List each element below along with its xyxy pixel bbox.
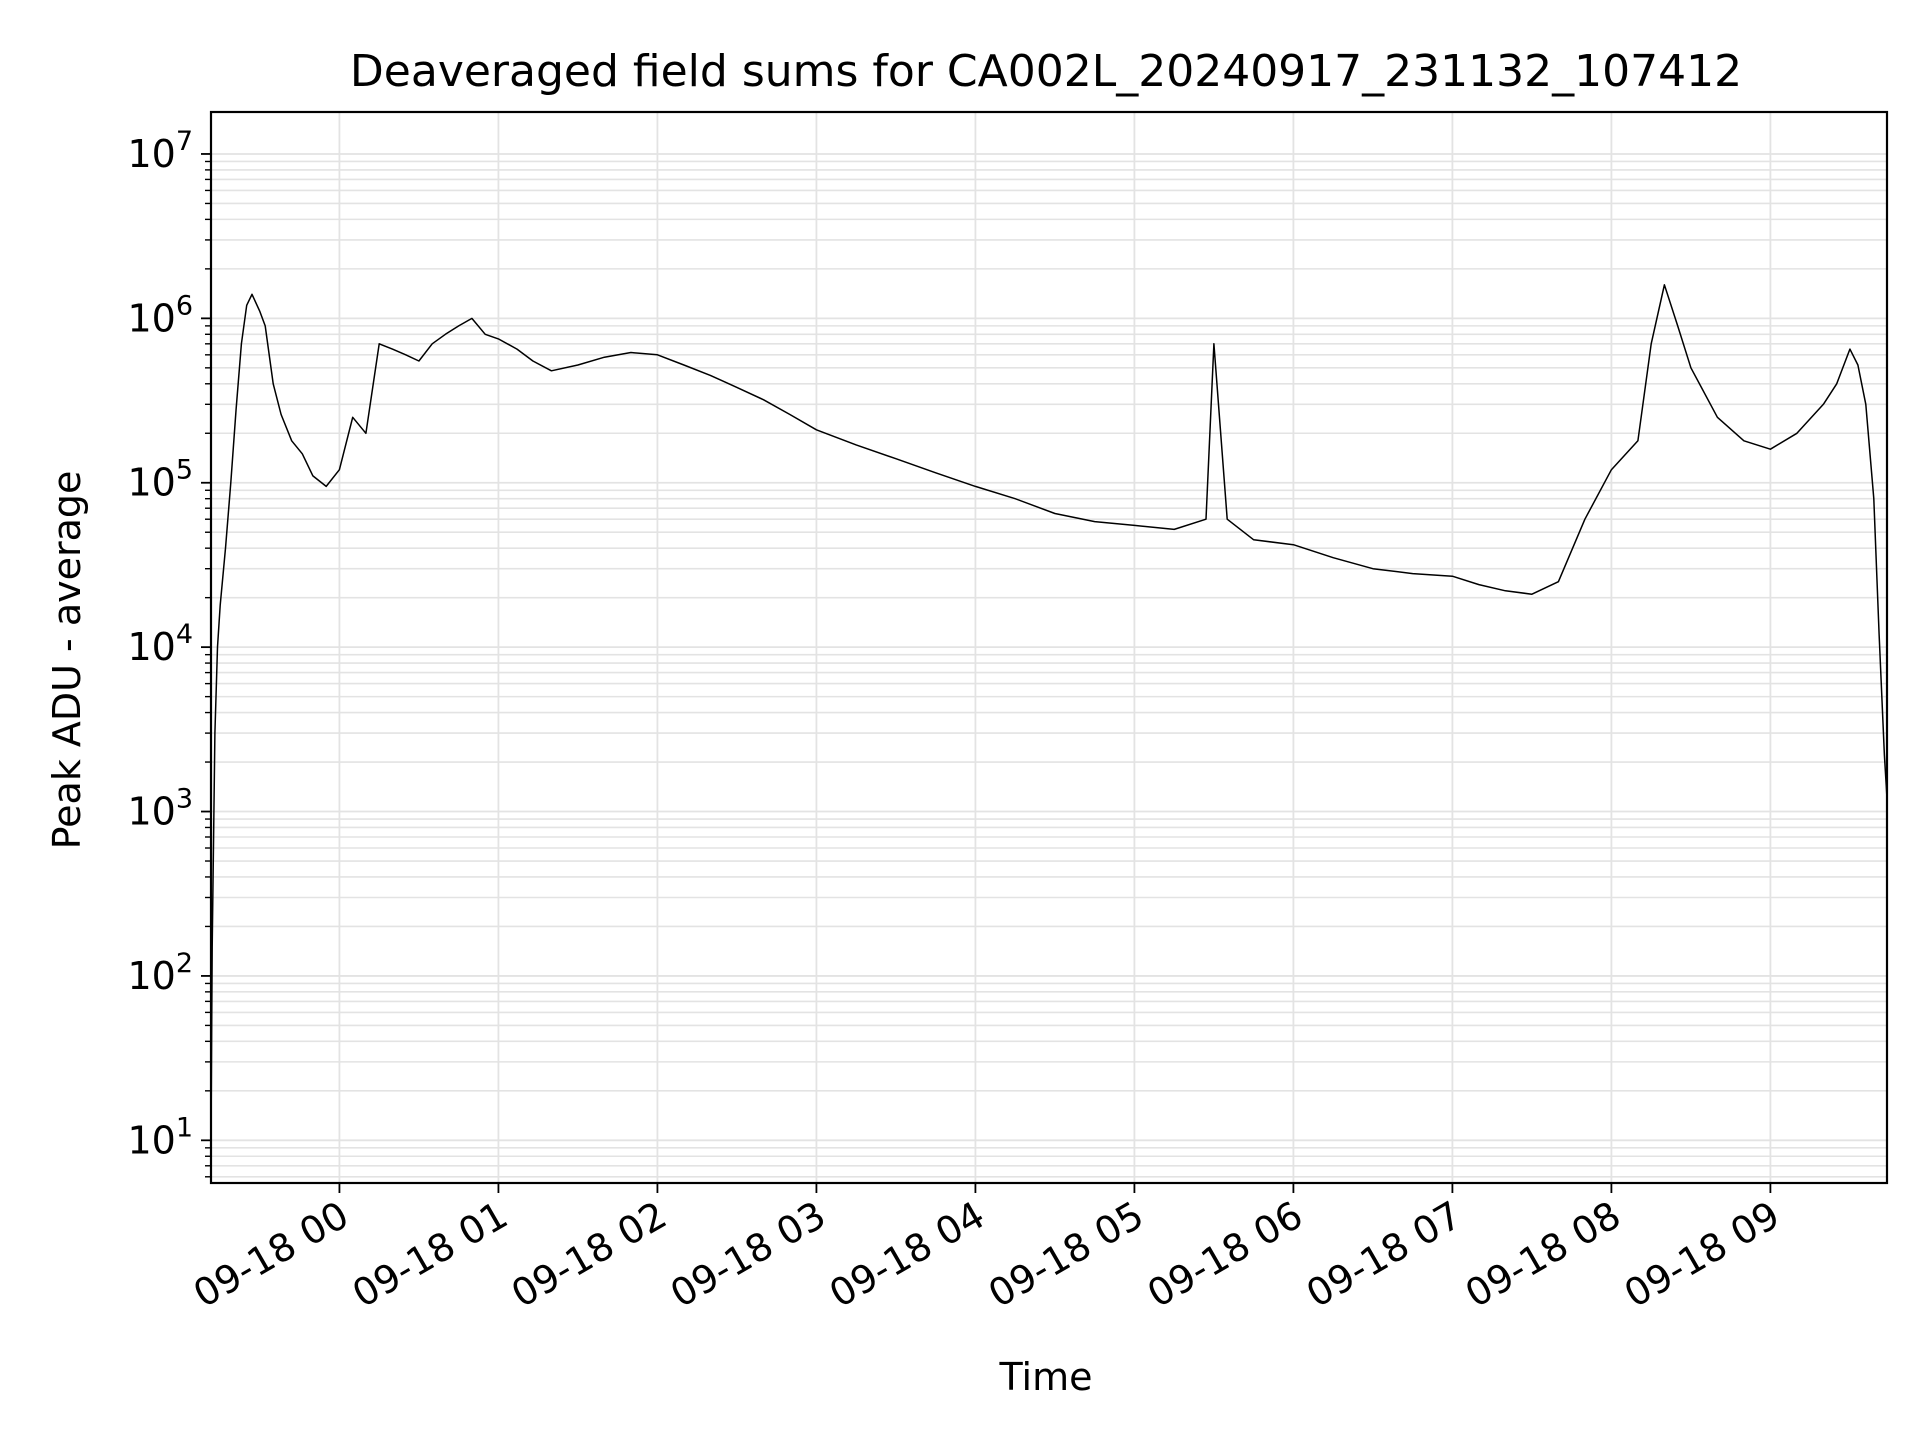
y-tick-label: 104	[127, 619, 193, 669]
x-axis-label: Time	[999, 1355, 1093, 1399]
y-tick-label: 107	[127, 126, 193, 176]
y-tick-label: 106	[127, 290, 193, 340]
chart-title: Deaveraged field sums for CA002L_2024091…	[350, 46, 1742, 97]
grid-layer	[211, 112, 1887, 1183]
series-line	[210, 284, 1888, 1141]
y-tick-label: 103	[127, 784, 193, 834]
data-layer	[210, 284, 1888, 1141]
y-tick-label: 102	[127, 948, 193, 998]
y-axis-label: Peak ADU - average	[45, 471, 89, 850]
y-tick-label: 101	[127, 1112, 193, 1162]
y-tick-label: 105	[127, 455, 193, 505]
